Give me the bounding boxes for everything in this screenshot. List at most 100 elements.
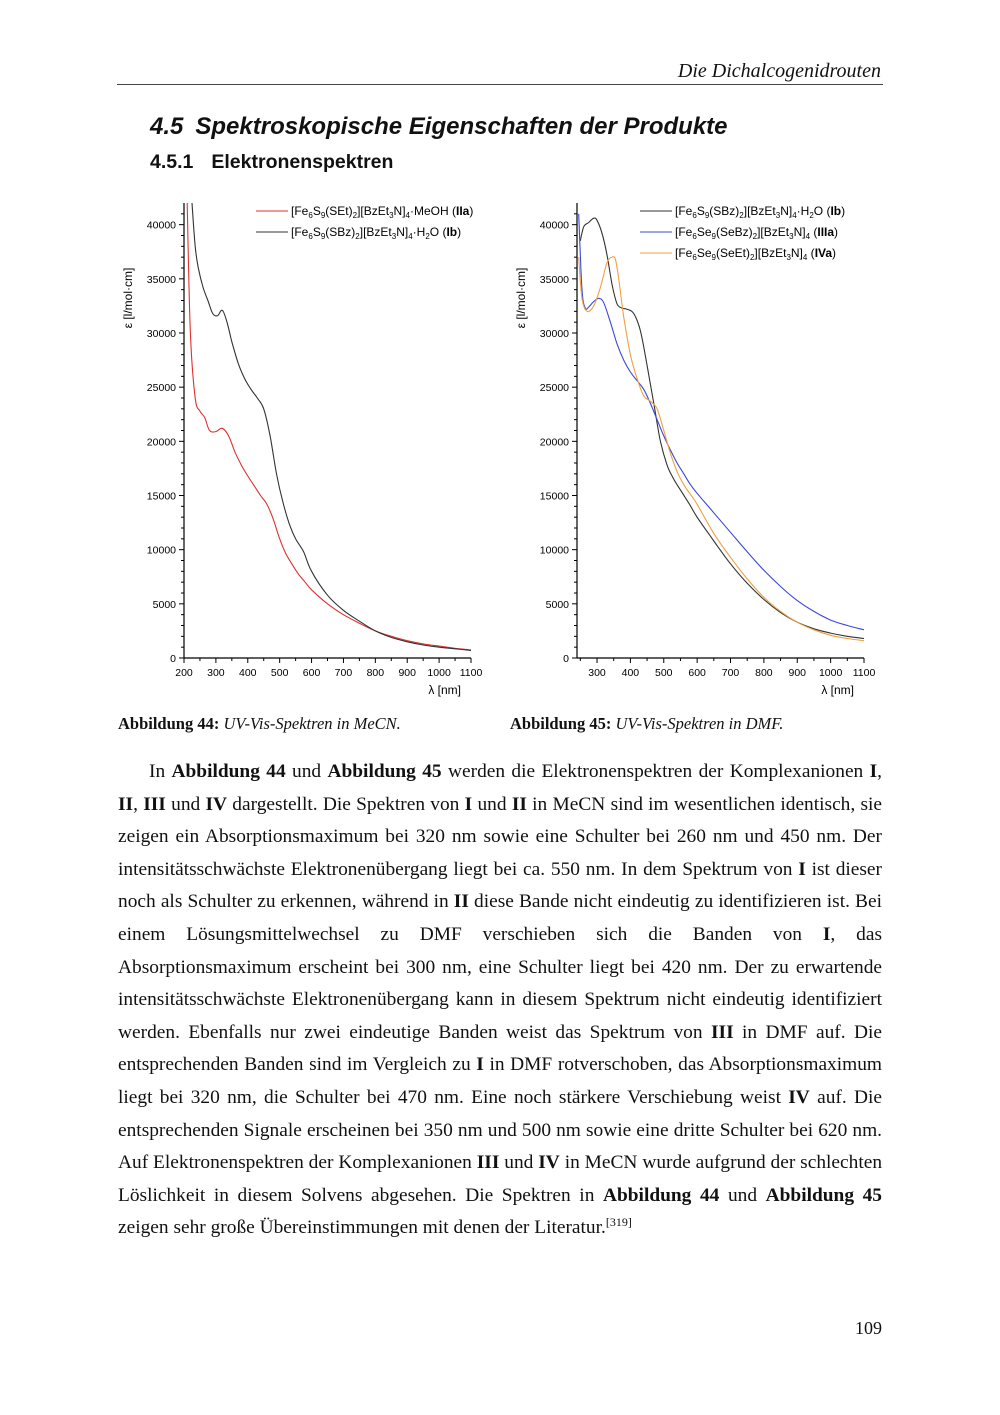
legend-text-part: (SBz) [709,204,739,218]
series-line-0 [579,217,864,640]
bold-run: IV [205,793,228,815]
legend-text-part: N] [791,246,803,260]
series-line-0 [186,203,471,651]
legend-text-part: 4 [406,211,411,220]
legend-text-part: 2 [739,211,744,220]
subsection-number: 4.5.1 [150,151,194,173]
y-tick-label: 40000 [147,220,176,232]
chart-uv-vis-dmf: 0 5000 10000 15000 20000 25000 30000 35000 40000… [503,195,893,705]
legend-text-part: IIIa [817,225,834,239]
legend-text-part: 2 [353,211,358,220]
bold-run: Abbildung 45 [327,761,442,782]
text-run: und [472,793,512,815]
legend-text-part: N] [794,225,806,239]
legend-text-part: 3 [392,232,397,241]
bold-run: Abbildung 44 [602,1184,720,1206]
y-tick-label: 5000 [546,599,570,611]
body-text: In Abbildung 44 und Abbildung 45 werden … [118,756,882,1245]
text-run: auf. Die entsprechenden Signale erschein… [118,1086,882,1174]
legend-text-part: Fe [294,204,308,218]
series-line-1 [191,203,471,651]
text-run: In [149,761,172,782]
section-title: Spektroskopische Eigenschaften der Produ… [195,113,728,140]
legend-text-part: (SBz) [325,225,355,239]
legend-text-part: IIa [456,204,470,218]
legend-bracket: [ [675,225,679,239]
subsection-title: Elektronenspektren [211,151,394,173]
text-run: und [285,761,328,782]
x-axis-label: λ [nm] [428,683,461,697]
text-run: , das Absorptionsmaximum erscheint bei 3… [118,923,882,1043]
y-tick-label: 0 [170,653,176,665]
legend-text-part: (SeEt) [716,246,750,260]
x-tick-label: 500 [655,667,673,679]
legend-text-part: ][BzEt [357,204,390,218]
bold-run: II [118,793,134,815]
legend-text-part: ·H [413,225,426,239]
figure-44-text: UV-Vis-Spektren in MeCN. [223,714,401,733]
figure-44-label: Abbildung 44: [118,714,220,733]
y-tick-label: 20000 [147,436,176,448]
legend-text-part: S [313,204,321,218]
legend-text-part: N] [396,225,408,239]
bold-run: I [476,1054,484,1076]
bold-run: III [143,793,166,815]
x-tick-label: 700 [335,667,353,679]
text-run: in MeCN sind im wesentlichen identisch, … [118,793,883,880]
x-tick-label: 500 [271,667,289,679]
y-axis-label: ε [l/mol·cm] [121,268,135,329]
chart-svg: 0 5000 10000 15000 20000 25000 30000 35000 40000… [514,203,876,697]
legend-text-part: 3 [786,253,791,262]
legend-text-part: Fe [678,204,692,218]
legend-text-part: 9 [705,211,710,220]
chart-uv-vis-mecn: 0 5000 10000 15000 20000 25000 30000 35000 40000… [110,195,500,705]
x-tick-label: 600 [303,667,321,679]
legend-text-part: O ( [814,204,831,218]
x-tick-label: 400 [622,667,640,679]
x-tick-label: 1100 [853,667,876,679]
legend-text-part: ) [834,225,838,239]
y-tick-label: 40000 [540,220,569,232]
bold-run: I [822,923,831,945]
running-header: Die Dichalcogenidrouten [117,58,883,85]
text-run: , [133,793,144,815]
legend-text-part: ][BzEt [360,225,393,239]
legend-bracket: [ [675,246,679,260]
legend-bracket: [ [675,204,679,218]
legend-text-part: IVa [815,246,833,260]
legend-text-part: 6 [308,232,313,241]
legend-text-part: 9 [712,253,717,262]
legend-text-part: 2 [750,253,755,262]
text-run: und [165,793,206,815]
bold-run: Abbildung 44 [171,761,286,782]
bold-run: III [710,1021,734,1043]
x-tick-label: 300 [207,667,225,679]
bold-run: IV [538,1152,560,1174]
legend-text-part: ][BzEt [757,225,790,239]
legend-text-part: S [313,225,321,239]
series-line-1 [578,213,864,631]
y-tick-label: 10000 [540,545,569,557]
legend-text-part: (SeBz) [716,225,753,239]
bold-run: III [476,1152,500,1174]
legend-text-part: ·MeOH ( [410,204,456,218]
bold-run: IV [788,1086,810,1108]
text-run: werden die Elektronenspektren der Komple… [441,761,870,782]
x-tick-label: 800 [367,667,385,679]
legend-text-part: 2 [425,232,430,241]
legend-text-part: 2 [809,211,814,220]
y-tick-label: 35000 [540,274,569,286]
legend-text-part: N] [780,204,792,218]
legend-entry: [Fe6S9(SBz)2][BzEt3N]4·H2O (Ib) [291,225,461,241]
x-tick-label: 1100 [460,667,483,679]
text-run: in DMF auf. Die entsprechenden Banden si… [118,1021,882,1076]
legend-text-part: 4 [803,253,808,262]
legend-text-part: Se [697,225,712,239]
legend-text-part: ][BzEt [754,246,787,260]
legend-text-part: Se [697,246,712,260]
bold-run: I [869,761,878,782]
x-tick-label: 1000 [427,667,451,679]
legend-text-part: 3 [776,211,781,220]
legend-text-part: 4 [806,232,811,241]
legend-text-part: (SEt) [325,204,352,218]
